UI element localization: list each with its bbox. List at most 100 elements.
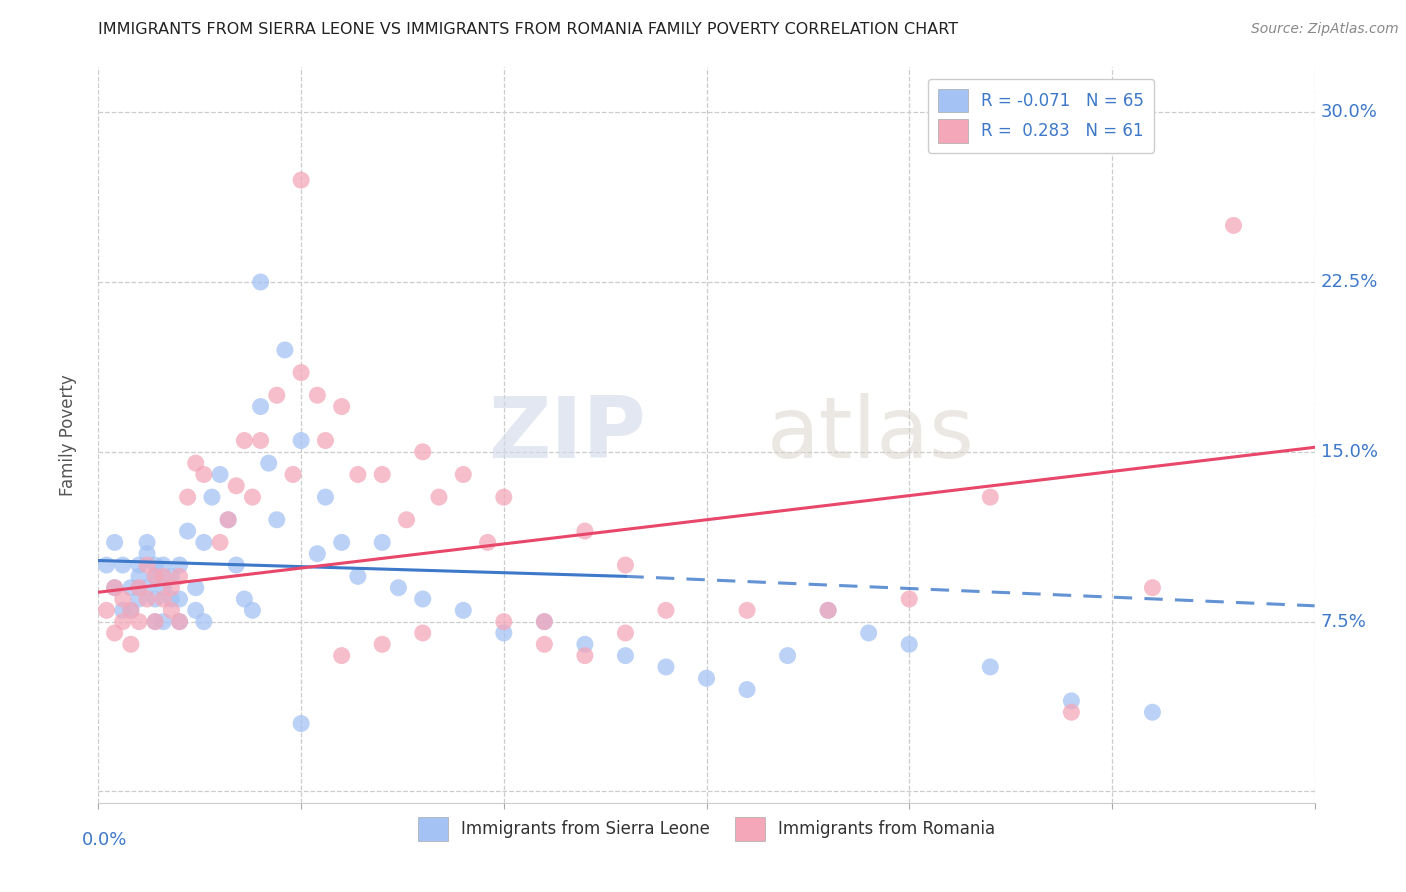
Point xyxy=(492,615,515,629)
Point xyxy=(96,558,118,572)
Point xyxy=(143,615,166,629)
Point xyxy=(104,581,127,595)
Point xyxy=(104,626,127,640)
Point xyxy=(128,581,150,595)
Point xyxy=(427,490,450,504)
Point xyxy=(201,490,224,504)
Point xyxy=(614,558,637,572)
Point xyxy=(96,603,118,617)
Point xyxy=(249,400,271,414)
Point xyxy=(160,569,183,583)
Point xyxy=(143,569,166,583)
Point xyxy=(330,648,353,663)
Point xyxy=(347,467,370,482)
Point xyxy=(614,648,637,663)
Point xyxy=(233,434,256,448)
Point xyxy=(371,467,394,482)
Point xyxy=(160,592,183,607)
Point xyxy=(387,581,409,595)
Point xyxy=(371,535,394,549)
Point xyxy=(412,626,434,640)
Text: IMMIGRANTS FROM SIERRA LEONE VS IMMIGRANTS FROM ROMANIA FAMILY POVERTY CORRELATI: IMMIGRANTS FROM SIERRA LEONE VS IMMIGRAN… xyxy=(98,22,959,37)
Point xyxy=(184,581,207,595)
Point xyxy=(136,592,159,607)
Point xyxy=(655,603,678,617)
Point xyxy=(533,615,555,629)
Text: Source: ZipAtlas.com: Source: ZipAtlas.com xyxy=(1251,22,1399,37)
Point xyxy=(274,343,297,357)
Point xyxy=(184,603,207,617)
Text: 7.5%: 7.5% xyxy=(1320,613,1367,631)
Point xyxy=(209,535,232,549)
Point xyxy=(257,456,280,470)
Point xyxy=(143,592,166,607)
Point xyxy=(136,558,159,572)
Point xyxy=(193,615,215,629)
Point xyxy=(152,581,174,595)
Point xyxy=(169,615,191,629)
Point xyxy=(1142,705,1164,719)
Point xyxy=(574,524,596,538)
Text: 0.0%: 0.0% xyxy=(82,830,128,849)
Point xyxy=(898,637,921,651)
Point xyxy=(412,445,434,459)
Point xyxy=(169,569,191,583)
Point xyxy=(1060,694,1083,708)
Point xyxy=(160,603,183,617)
Text: 15.0%: 15.0% xyxy=(1320,442,1378,461)
Point xyxy=(817,603,839,617)
Point xyxy=(217,513,239,527)
Point xyxy=(898,592,921,607)
Point xyxy=(111,558,134,572)
Point xyxy=(395,513,418,527)
Point xyxy=(979,660,1001,674)
Point xyxy=(1222,219,1244,233)
Point xyxy=(735,603,758,617)
Point xyxy=(314,490,336,504)
Point xyxy=(152,615,174,629)
Point xyxy=(152,569,174,583)
Point xyxy=(152,592,174,607)
Point xyxy=(477,535,499,549)
Point xyxy=(574,648,596,663)
Point xyxy=(574,637,596,651)
Point xyxy=(128,615,150,629)
Point xyxy=(533,615,555,629)
Point xyxy=(453,603,475,617)
Point xyxy=(169,592,191,607)
Point xyxy=(128,569,150,583)
Point xyxy=(225,558,247,572)
Legend: Immigrants from Sierra Leone, Immigrants from Romania: Immigrants from Sierra Leone, Immigrants… xyxy=(411,811,1002,847)
Point xyxy=(1060,705,1083,719)
Point xyxy=(143,558,166,572)
Text: 30.0%: 30.0% xyxy=(1320,103,1378,121)
Point xyxy=(371,637,394,651)
Point xyxy=(176,524,198,538)
Point xyxy=(290,173,312,187)
Text: ZIP: ZIP xyxy=(488,393,645,476)
Point xyxy=(412,592,434,607)
Point xyxy=(120,603,142,617)
Point xyxy=(1142,581,1164,595)
Text: atlas: atlas xyxy=(768,393,976,476)
Point xyxy=(128,558,150,572)
Point xyxy=(193,535,215,549)
Point xyxy=(776,648,799,663)
Point xyxy=(242,490,264,504)
Point xyxy=(614,626,637,640)
Point xyxy=(492,626,515,640)
Point xyxy=(453,467,475,482)
Point xyxy=(249,275,271,289)
Y-axis label: Family Poverty: Family Poverty xyxy=(59,374,77,496)
Point xyxy=(184,456,207,470)
Point xyxy=(817,603,839,617)
Point xyxy=(136,547,159,561)
Text: 22.5%: 22.5% xyxy=(1320,273,1378,291)
Point xyxy=(492,490,515,504)
Point xyxy=(143,615,166,629)
Point xyxy=(233,592,256,607)
Point xyxy=(225,479,247,493)
Point xyxy=(655,660,678,674)
Point xyxy=(136,535,159,549)
Point xyxy=(111,615,134,629)
